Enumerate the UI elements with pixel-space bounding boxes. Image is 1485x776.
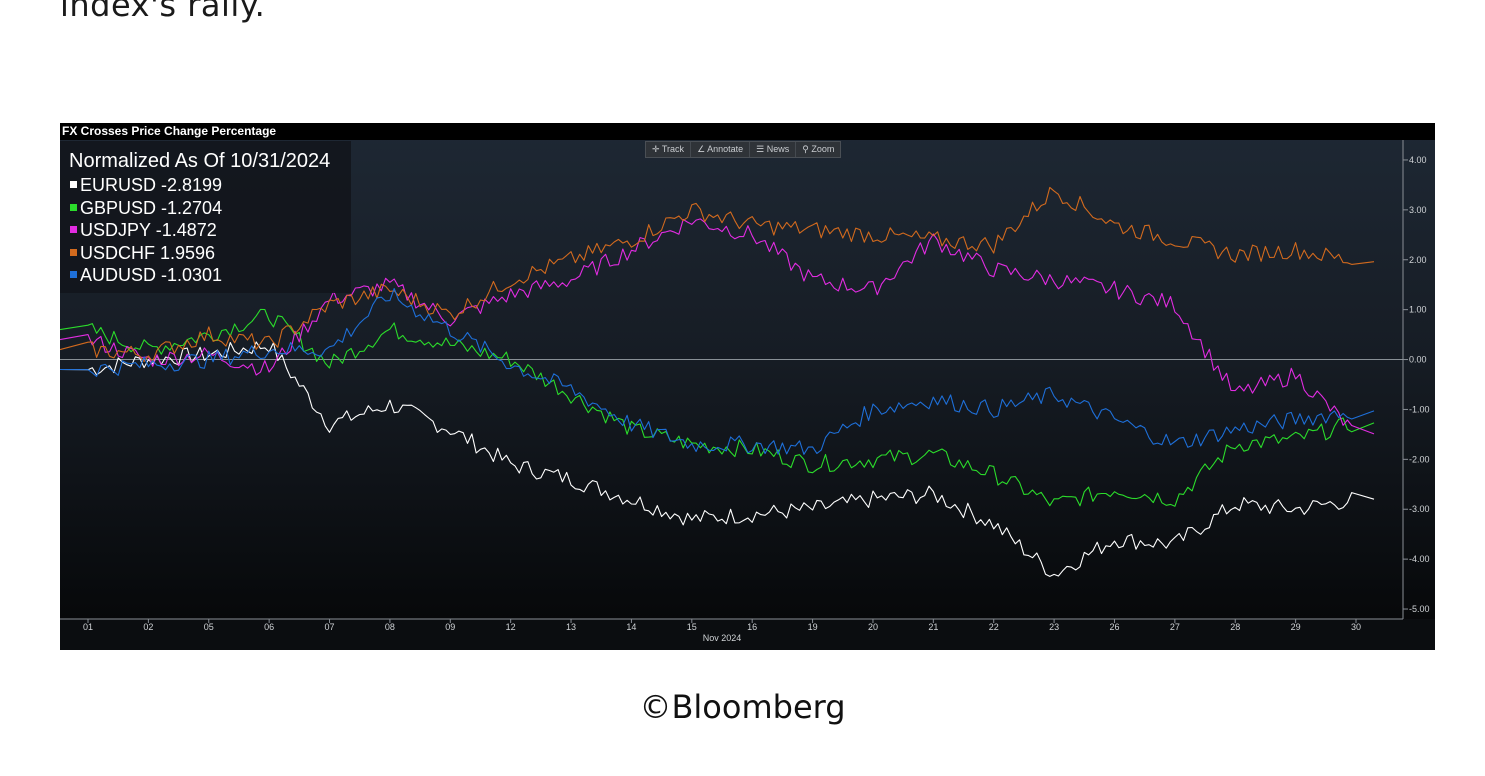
y-tick-label: 1.00 [1409, 305, 1427, 315]
x-tick-label: 29 [1291, 622, 1301, 632]
legend-series-value: -1.0301 [156, 265, 223, 285]
news-button[interactable]: ☰ News [750, 142, 797, 157]
x-axis-label: Nov 2024 [703, 633, 742, 643]
zoom-label: Zoom [811, 144, 835, 154]
x-tick-label: 09 [445, 622, 455, 632]
chart-title: FX Crosses Price Change Percentage [60, 123, 1435, 140]
legend-series-name: EURUSD [80, 175, 157, 195]
series-line-usdchf [60, 186, 1375, 363]
x-tick-label: 07 [325, 622, 335, 632]
x-tick-label: 13 [566, 622, 576, 632]
y-tick-label: 4.00 [1409, 155, 1427, 165]
legend-series-name: GBPUSD [80, 197, 157, 218]
x-tick-label: 02 [143, 622, 153, 632]
legend-swatch [70, 271, 77, 278]
x-tick-label: 16 [747, 622, 757, 632]
legend-series-name: AUDUSD [80, 265, 157, 285]
y-tick-label: -4.00 [1409, 554, 1430, 564]
track-label: Track [661, 144, 685, 154]
y-tick-label: 2.00 [1409, 255, 1427, 265]
x-tick-label: 20 [868, 622, 878, 632]
chart-panel: 4.00 3.00 2.00 1.00 0.00 -1.00 -2.00 -3.00 -4.00… [60, 123, 1435, 650]
x-tick-label: 23 [1049, 622, 1059, 632]
x-tick-label: 15 [687, 622, 697, 632]
series-line-eurusd [60, 341, 1375, 577]
legend-swatch [70, 181, 77, 188]
x-tick-label: 28 [1230, 622, 1240, 632]
legend-item-eurusd: EURUSD -2.8199 [70, 175, 222, 196]
x-tick-label: 19 [808, 622, 818, 632]
x-tick-label: 06 [264, 622, 274, 632]
series-line-gbpusd [60, 308, 1375, 507]
article-text: index's rally. [60, 0, 266, 24]
y-tick-label: -3.00 [1409, 504, 1430, 514]
y-tick-label: 3.00 [1409, 205, 1427, 215]
zoom-button[interactable]: ⚲ Zoom [802, 144, 835, 154]
y-tick-label: -1.00 [1409, 404, 1430, 414]
legend-swatch [70, 248, 77, 256]
legend-item-usdjpy: USDJPY -1.4872 [70, 220, 217, 241]
news-label: News [766, 144, 790, 154]
x-tick-label: 05 [204, 622, 214, 632]
x-tick-label: 08 [385, 622, 395, 632]
chart-plot-area: 4.00 3.00 2.00 1.00 0.00 -1.00 -2.00 -3.00 -4.00… [60, 140, 1435, 650]
annotate-label: Annotate [707, 144, 744, 154]
y-tick-label: -2.00 [1409, 454, 1430, 464]
legend-swatch [70, 203, 77, 211]
x-tick-label: 22 [989, 622, 999, 632]
track-button[interactable]: ✛ Track [646, 142, 692, 157]
legend-series-name: USDJPY [80, 220, 151, 240]
chart-toolbar: ✛ Track ∠ Annotate ☰ News ⚲ Zoom [645, 141, 842, 158]
legend-series-value: -1.4872 [150, 220, 217, 240]
series-line-audusd [60, 288, 1375, 455]
x-tick-label: 12 [506, 622, 516, 632]
chart-legend: Normalized As Of 10/31/2024 EURUSD -2.81… [60, 141, 351, 293]
x-tick-label: 30 [1351, 622, 1361, 632]
annotate-button[interactable]: ∠ Annotate [691, 142, 751, 157]
legend-series-value: -1.2704 [156, 197, 223, 218]
legend-swatch [70, 226, 77, 233]
x-axis-strip [60, 619, 1435, 650]
legend-series-value: -2.8199 [156, 175, 223, 195]
x-tick-label: 21 [928, 622, 938, 632]
y-tick-label: -5.00 [1409, 604, 1430, 614]
x-tick-label: 01 [83, 622, 93, 632]
legend-series-value: 1.9596 [155, 242, 216, 263]
x-tick-label: 26 [1109, 622, 1119, 632]
x-tick-label: 14 [626, 622, 636, 632]
legend-item-gbpusd: GBPUSD -1.2704 [70, 198, 222, 219]
legend-item-audusd: AUDUSD -1.0301 [70, 265, 222, 286]
legend-item-usdchf: USDCHF 1.9596 [70, 243, 215, 264]
source-credit: ©Bloomberg [639, 688, 846, 726]
y-tick-label: 0.00 [1409, 355, 1427, 365]
legend-title: Normalized As Of 10/31/2024 [69, 150, 331, 172]
legend-series-name: USDCHF [80, 242, 155, 263]
x-tick-label: 27 [1170, 622, 1180, 632]
